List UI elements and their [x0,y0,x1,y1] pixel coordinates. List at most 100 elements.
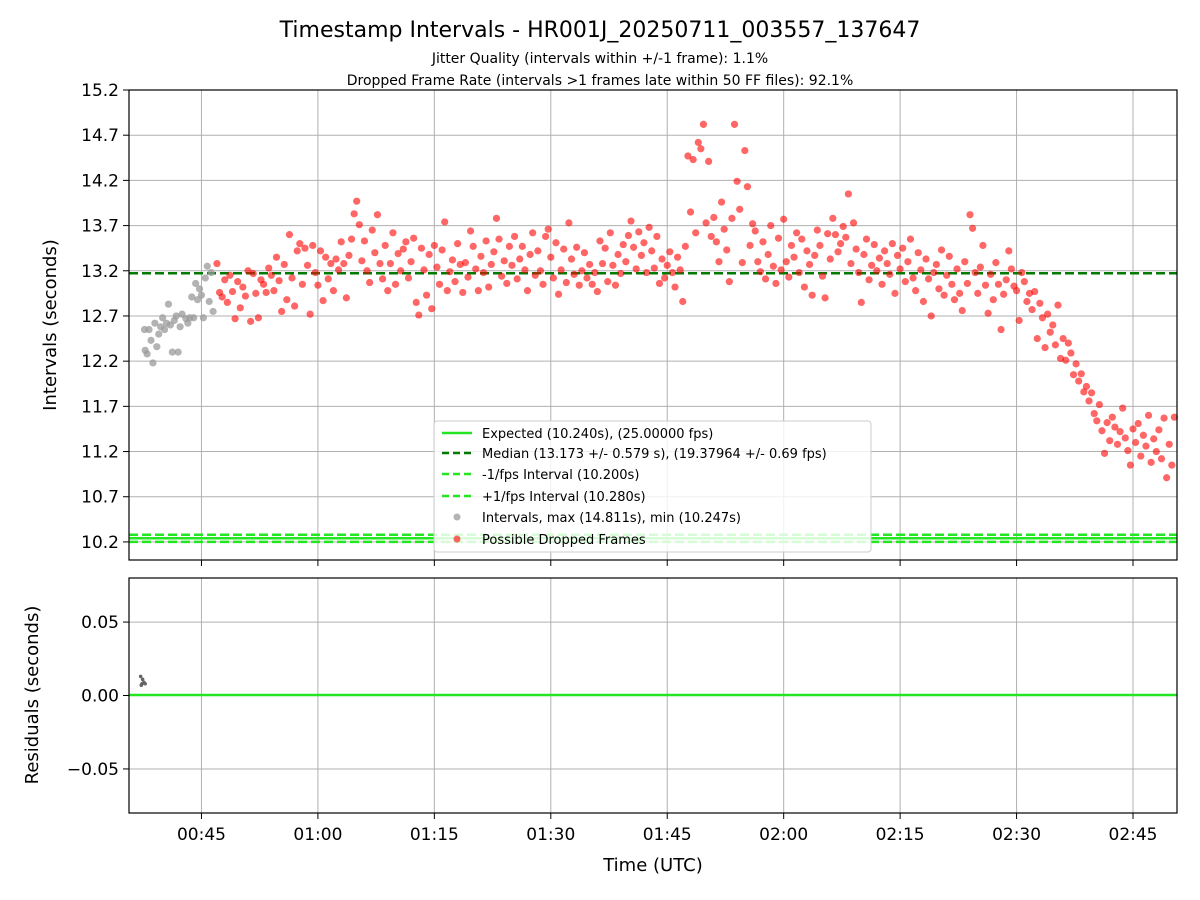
dropped-frame-point [474,287,482,295]
dropped-frame-point [443,287,451,295]
dropped-frame-point [943,271,951,279]
dropped-frame-point [754,258,762,266]
dropped-frame-point [868,261,876,269]
legend-label-dropped: Possible Dropped Frames [482,533,646,548]
interval-point [199,314,207,322]
dropped-frame-point [787,241,796,250]
dropped-frame-point [404,274,413,282]
dropped-frame-point [562,278,570,287]
dropped-frame-point [901,278,909,286]
x-tick-label: 01:15 [410,825,459,845]
dropped-frame-point [485,283,493,291]
dropped-frame-point [668,268,677,277]
dropped-frame-point [1031,287,1039,296]
dropped-frame-point [1090,409,1098,418]
dropped-frame-point [1054,301,1062,309]
dropped-frame-point [301,244,309,252]
dropped-frame-point [596,237,604,245]
dropped-frame-point [994,280,1003,288]
x-tick-label: 02:30 [992,825,1041,845]
dropped-frame-point [298,280,306,288]
dropped-frame-point [679,297,687,306]
dropped-frame-point [1018,268,1026,277]
dropped-frame-point [852,245,860,253]
dropped-frame-point [265,264,273,272]
dropped-frame-point [539,280,547,288]
dropped-frame-point [1002,276,1010,284]
dropped-frame-point [505,242,513,250]
dropped-frame-point [645,223,653,231]
dropped-frame-point [627,217,635,225]
residuals-plot: −0.050.000.05 00:45 01:00 01:15 01:30 01:45 0… [22,577,1178,876]
dropped-frame-point [1082,382,1091,391]
dropped-frame-point [862,235,871,243]
dropped-frame-point [342,294,350,302]
dropped-frame-point [767,221,775,230]
y-tick-label: 10.7 [81,488,119,508]
dropped-frame-point [1015,316,1023,325]
dropped-frame-point [376,259,384,268]
dropped-frame-point [899,244,907,252]
dropped-frame-point [280,260,288,269]
chart-title: Timestamp Intervals - HR001J_20250711_00… [279,18,921,43]
dropped-frame-point [314,281,322,289]
dropped-frame-point [417,244,426,252]
dropped-frame-point [360,237,369,245]
dropped-frame-point [1036,299,1044,307]
dropped-frame-point [818,272,827,280]
dropped-frame-point [793,229,801,237]
dropped-frame-point [914,249,922,257]
dropped-frame-point [560,245,568,253]
interval-point [159,314,167,322]
dropped-frame-point [648,247,656,255]
y-tick-label: 11.7 [81,397,119,417]
dropped-frame-point [730,120,739,128]
dropped-frame-point [684,152,692,160]
dropped-frame-point [270,287,278,295]
dropped-frame-point [254,314,262,322]
dropped-frame-point [272,253,281,261]
y-tick-label: 11.2 [81,443,119,463]
dropped-frame-point [591,268,599,277]
dropped-frame-point [1044,310,1052,318]
legend: Expected (10.240s), (25.00000 fps) Media… [433,420,872,553]
dropped-frame-point [987,270,995,278]
dropped-frame-point [1023,297,1031,306]
dropped-frame-point [1088,389,1096,397]
interval-point [174,348,182,356]
dropped-frame-point [803,247,811,255]
dropped-frame-point [1080,388,1088,396]
dropped-frame-point [653,232,661,241]
dropped-frame-point [800,283,808,291]
legend-label-plus-fps: +1/fps Interval (10.280s) [482,490,646,505]
dropped-frame-point [1131,438,1140,447]
dropped-frame-point [422,291,431,299]
dropped-frame-point [611,281,620,289]
dropped-frame-point [725,278,733,286]
dropped-frame-point [738,259,746,267]
legend-label-expected: Expected (10.240s), (25.00000 fps) [482,427,713,442]
dropped-frame-point [1139,431,1147,439]
dropped-frame-point [1147,458,1155,466]
dropped-frame-point [420,266,428,274]
dropped-frame-point [1046,328,1054,336]
dropped-frame-point [1033,334,1041,343]
dropped-frame-point [756,268,764,276]
dropped-frame-point [544,225,552,233]
dropped-frame-point [378,275,387,283]
interval-point [209,307,217,316]
dropped-frame-point [992,259,1000,267]
dropped-frame-point [567,255,576,263]
dropped-frame-point [736,205,744,213]
dropped-frame-point [516,255,524,263]
residual-point [143,681,147,686]
dropped-frame-point [335,266,343,274]
dropped-frame-point [666,248,674,256]
interval-point [207,268,215,277]
dropped-frame-point [1106,437,1114,445]
y-tick-label: 12.2 [81,352,119,372]
dropped-frame-point [606,229,614,237]
dropped-frame-point [1119,404,1127,412]
dropped-frame-point [710,213,718,222]
dropped-frame-point [1007,265,1015,273]
